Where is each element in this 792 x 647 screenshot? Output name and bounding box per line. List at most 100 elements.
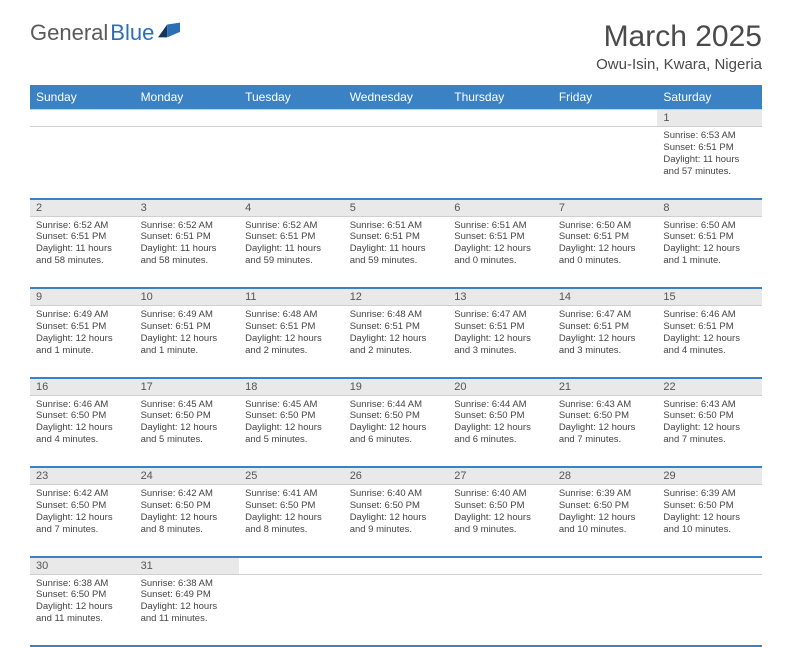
day-number-cell: 16 (30, 378, 135, 396)
day-number: 15 (657, 289, 762, 305)
day-cell (344, 127, 449, 199)
daylight-text: Daylight: 12 hours and 10 minutes. (559, 512, 652, 536)
day-number-cell: 22 (657, 378, 762, 396)
daylight-text: Daylight: 12 hours and 7 minutes. (559, 422, 652, 446)
weekday-header: Wednesday (344, 85, 449, 110)
flag-icon (158, 22, 180, 38)
day-cell: Sunrise: 6:48 AMSunset: 6:51 PMDaylight:… (239, 306, 344, 378)
day-number-cell: 26 (344, 467, 449, 485)
day-cell: Sunrise: 6:41 AMSunset: 6:50 PMDaylight:… (239, 485, 344, 557)
day-number-cell: 4 (239, 199, 344, 217)
day-cell: Sunrise: 6:50 AMSunset: 6:51 PMDaylight:… (553, 216, 658, 288)
day-number-cell (239, 557, 344, 575)
day-cell (30, 127, 135, 199)
day-details: Sunrise: 6:44 AMSunset: 6:50 PMDaylight:… (448, 396, 553, 451)
day-cell (135, 127, 240, 199)
sunrise-text: Sunrise: 6:46 AM (663, 309, 756, 321)
day-number-cell: 9 (30, 288, 135, 306)
daylight-text: Daylight: 11 hours and 59 minutes. (245, 243, 338, 267)
day-number-cell: 10 (135, 288, 240, 306)
day-details: Sunrise: 6:51 AMSunset: 6:51 PMDaylight:… (448, 217, 553, 272)
day-number: 10 (135, 289, 240, 305)
sunset-text: Sunset: 6:50 PM (36, 589, 129, 601)
daylight-text: Daylight: 12 hours and 5 minutes. (141, 422, 234, 446)
day-number: 21 (553, 379, 658, 395)
sunset-text: Sunset: 6:51 PM (141, 321, 234, 333)
day-number: 1 (657, 110, 762, 126)
day-number-cell: 15 (657, 288, 762, 306)
day-cell (657, 574, 762, 646)
day-number: 2 (30, 200, 135, 216)
day-number-cell (344, 557, 449, 575)
sunset-text: Sunset: 6:50 PM (350, 500, 443, 512)
day-number-cell (553, 110, 658, 127)
sunrise-text: Sunrise: 6:53 AM (663, 130, 756, 142)
day-cell: Sunrise: 6:38 AMSunset: 6:50 PMDaylight:… (30, 574, 135, 646)
day-number: 12 (344, 289, 449, 305)
calendar-table: Sunday Monday Tuesday Wednesday Thursday… (30, 85, 762, 647)
day-cell: Sunrise: 6:44 AMSunset: 6:50 PMDaylight:… (448, 395, 553, 467)
daylight-text: Daylight: 12 hours and 9 minutes. (350, 512, 443, 536)
sunset-text: Sunset: 6:51 PM (559, 321, 652, 333)
day-details: Sunrise: 6:40 AMSunset: 6:50 PMDaylight:… (344, 485, 449, 540)
day-details: Sunrise: 6:43 AMSunset: 6:50 PMDaylight:… (657, 396, 762, 451)
sunset-text: Sunset: 6:50 PM (245, 410, 338, 422)
day-number: 6 (448, 200, 553, 216)
day-number-cell (344, 110, 449, 127)
sunrise-text: Sunrise: 6:38 AM (36, 578, 129, 590)
day-number: 20 (448, 379, 553, 395)
sunrise-text: Sunrise: 6:40 AM (454, 488, 547, 500)
day-details: Sunrise: 6:47 AMSunset: 6:51 PMDaylight:… (553, 306, 658, 361)
day-number-cell: 23 (30, 467, 135, 485)
day-cell: Sunrise: 6:40 AMSunset: 6:50 PMDaylight:… (344, 485, 449, 557)
daylight-text: Daylight: 12 hours and 4 minutes. (663, 333, 756, 357)
day-cell (553, 127, 658, 199)
day-number-cell: 5 (344, 199, 449, 217)
sunrise-text: Sunrise: 6:51 AM (454, 220, 547, 232)
day-number: 11 (239, 289, 344, 305)
day-details: Sunrise: 6:48 AMSunset: 6:51 PMDaylight:… (344, 306, 449, 361)
day-details: Sunrise: 6:50 AMSunset: 6:51 PMDaylight:… (657, 217, 762, 272)
day-details: Sunrise: 6:49 AMSunset: 6:51 PMDaylight:… (135, 306, 240, 361)
daylight-text: Daylight: 12 hours and 3 minutes. (454, 333, 547, 357)
logo: GeneralBlue (30, 20, 180, 46)
sunset-text: Sunset: 6:50 PM (663, 410, 756, 422)
sunrise-text: Sunrise: 6:42 AM (141, 488, 234, 500)
day-number-cell: 12 (344, 288, 449, 306)
logo-text-blue: Blue (110, 20, 154, 46)
day-cell: Sunrise: 6:51 AMSunset: 6:51 PMDaylight:… (344, 216, 449, 288)
daylight-text: Daylight: 12 hours and 9 minutes. (454, 512, 547, 536)
day-number: 13 (448, 289, 553, 305)
sunrise-text: Sunrise: 6:45 AM (245, 399, 338, 411)
sunrise-text: Sunrise: 6:47 AM (559, 309, 652, 321)
sunset-text: Sunset: 6:50 PM (559, 410, 652, 422)
location-text: Owu-Isin, Kwara, Nigeria (596, 56, 762, 73)
sunrise-text: Sunrise: 6:46 AM (36, 399, 129, 411)
daylight-text: Daylight: 11 hours and 57 minutes. (663, 154, 756, 178)
day-number: 9 (30, 289, 135, 305)
sunrise-text: Sunrise: 6:44 AM (454, 399, 547, 411)
day-number: 19 (344, 379, 449, 395)
day-number: 23 (30, 468, 135, 484)
day-details: Sunrise: 6:41 AMSunset: 6:50 PMDaylight:… (239, 485, 344, 540)
sunset-text: Sunset: 6:50 PM (663, 500, 756, 512)
day-number: 5 (344, 200, 449, 216)
sunset-text: Sunset: 6:50 PM (559, 500, 652, 512)
day-body-row: Sunrise: 6:38 AMSunset: 6:50 PMDaylight:… (30, 574, 762, 646)
day-details: Sunrise: 6:52 AMSunset: 6:51 PMDaylight:… (239, 217, 344, 272)
sunset-text: Sunset: 6:51 PM (350, 231, 443, 243)
weekday-header: Monday (135, 85, 240, 110)
sunrise-text: Sunrise: 6:42 AM (36, 488, 129, 500)
daylight-text: Daylight: 12 hours and 1 minute. (36, 333, 129, 357)
sunrise-text: Sunrise: 6:47 AM (454, 309, 547, 321)
day-details: Sunrise: 6:45 AMSunset: 6:50 PMDaylight:… (239, 396, 344, 451)
sunset-text: Sunset: 6:51 PM (559, 231, 652, 243)
sunrise-text: Sunrise: 6:39 AM (663, 488, 756, 500)
day-body-row: Sunrise: 6:53 AMSunset: 6:51 PMDaylight:… (30, 127, 762, 199)
title-block: March 2025 Owu-Isin, Kwara, Nigeria (596, 20, 762, 73)
day-cell: Sunrise: 6:46 AMSunset: 6:50 PMDaylight:… (30, 395, 135, 467)
day-details: Sunrise: 6:42 AMSunset: 6:50 PMDaylight:… (135, 485, 240, 540)
day-number-row: 9101112131415 (30, 288, 762, 306)
day-cell: Sunrise: 6:39 AMSunset: 6:50 PMDaylight:… (553, 485, 658, 557)
sunset-text: Sunset: 6:50 PM (141, 500, 234, 512)
